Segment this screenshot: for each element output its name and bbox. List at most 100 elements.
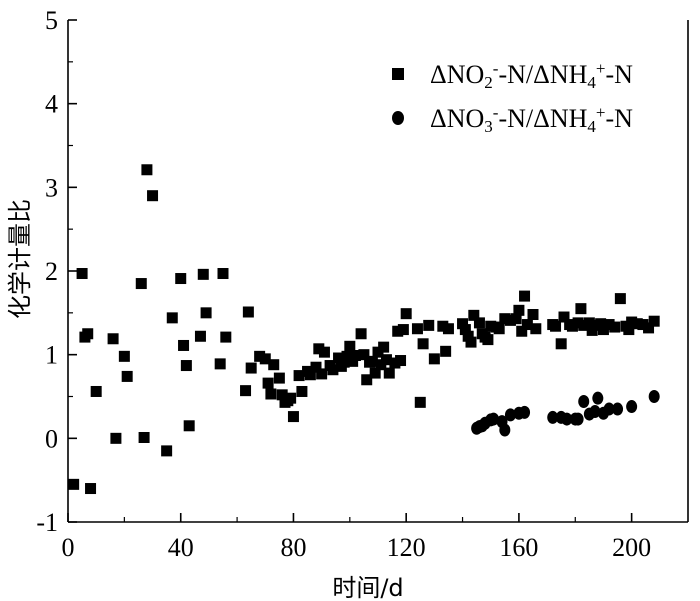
data-point-square: [417, 338, 429, 350]
data-point-square: [383, 367, 395, 379]
data-point-circle: [519, 405, 531, 419]
data-point-square: [400, 308, 412, 320]
data-point-square: [262, 377, 274, 389]
data-point-square: [597, 324, 609, 336]
data-point-square: [161, 445, 173, 457]
data-point-square: [194, 330, 206, 342]
data-point-square: [265, 388, 277, 400]
data-point-square: [135, 278, 147, 290]
series-1: [68, 164, 660, 495]
data-point-square: [389, 357, 401, 369]
data-point-square: [138, 431, 150, 443]
data-point-square: [457, 318, 469, 330]
data-point-square: [375, 359, 387, 371]
data-point-circle: [504, 408, 516, 422]
data-point-square: [609, 321, 621, 333]
data-point-square: [82, 328, 94, 340]
y-tick-label: 0: [45, 424, 58, 453]
data-point-circle: [589, 405, 601, 419]
data-point-square: [285, 392, 297, 404]
data-point-square: [482, 334, 494, 346]
data-point-square: [397, 324, 409, 336]
data-point-square: [428, 353, 440, 365]
data-point-circle: [592, 391, 604, 405]
data-point-square: [595, 318, 607, 330]
x-tick-label: 40: [168, 533, 194, 562]
data-point-square: [395, 355, 407, 367]
data-point-square: [273, 372, 285, 384]
legend-entry-2: ΔNO3--N/ΔNH4+-N: [392, 103, 633, 136]
data-point-square: [296, 385, 308, 397]
data-point-square: [121, 370, 133, 382]
data-point-square: [110, 432, 122, 444]
data-point-square: [85, 483, 97, 495]
data-point-square: [341, 350, 353, 362]
data-point-square: [355, 328, 367, 340]
data-point-circle: [578, 395, 590, 409]
data-point-square: [643, 322, 655, 334]
x-tick-label: 0: [62, 533, 75, 562]
data-point-circle: [547, 410, 559, 424]
data-point-square: [347, 355, 359, 367]
data-point-square: [555, 338, 567, 350]
data-point-square: [304, 369, 316, 381]
data-point-square: [166, 312, 178, 324]
data-point-square: [462, 330, 474, 342]
legend-square-marker: [392, 68, 404, 80]
data-point-square: [648, 315, 660, 327]
data-point-square: [550, 320, 562, 332]
data-point-square: [214, 358, 226, 370]
data-point-square: [411, 323, 423, 335]
data-point-square: [68, 478, 80, 490]
data-point-circle: [626, 400, 638, 414]
y-tick-label: 5: [45, 6, 58, 35]
data-point-square: [180, 360, 192, 372]
data-point-square: [220, 331, 232, 343]
data-point-square: [197, 268, 209, 280]
data-point-square: [349, 350, 361, 362]
data-point-square: [310, 361, 322, 373]
legend: ΔNO2--N/ΔNH4+-N ΔNO3--N/ΔNH4+-N: [392, 59, 633, 136]
legend-circle-marker: [392, 111, 404, 125]
data-point-square: [473, 317, 485, 329]
data-point-square: [327, 364, 339, 376]
data-point-square: [527, 309, 539, 321]
x-axis-title: 时间/d: [332, 574, 403, 601]
data-point-square: [107, 333, 119, 345]
data-point-square: [369, 367, 381, 379]
data-point-square: [76, 268, 88, 280]
data-point-square: [344, 340, 356, 352]
data-point-square: [313, 343, 325, 355]
data-point-square: [499, 313, 511, 325]
data-point-square: [572, 317, 584, 329]
data-point-square: [141, 164, 153, 176]
data-point-square: [530, 323, 542, 335]
data-point-square: [217, 268, 229, 280]
data-point-square: [513, 304, 525, 316]
data-point-square: [566, 320, 578, 332]
data-points: [68, 164, 660, 495]
series-2: [471, 390, 660, 437]
data-point-square: [558, 311, 570, 323]
data-point-square: [372, 346, 384, 358]
data-point-square: [254, 350, 266, 362]
data-point-square: [147, 190, 159, 202]
data-point-square: [468, 309, 480, 321]
data-point-square: [175, 273, 187, 285]
data-point-square: [338, 356, 350, 368]
data-point-square: [521, 319, 533, 331]
data-point-square: [183, 420, 195, 432]
data-point-square: [440, 345, 452, 357]
data-point-square: [378, 341, 390, 353]
data-point-square: [603, 319, 615, 331]
data-point-square: [583, 317, 595, 329]
data-point-square: [623, 324, 635, 336]
data-point-square: [200, 307, 212, 319]
data-point-circle: [572, 412, 584, 426]
data-point-square: [626, 316, 638, 328]
data-point-square: [361, 374, 373, 386]
data-point-square: [259, 353, 271, 365]
data-point-square: [245, 362, 257, 374]
